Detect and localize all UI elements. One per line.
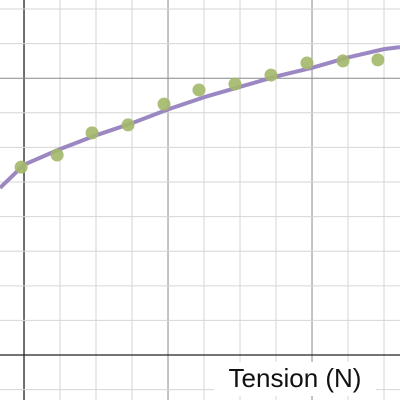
data-point (264, 68, 278, 82)
data-point (50, 148, 64, 162)
data-point (371, 53, 385, 67)
data-point (192, 83, 206, 97)
data-point (121, 118, 135, 132)
data-point (228, 77, 242, 91)
label-background (214, 362, 376, 396)
data-point (157, 97, 171, 111)
data-point (14, 160, 28, 174)
data-point (300, 56, 314, 70)
data-point (336, 54, 350, 68)
plot-area (0, 45, 400, 190)
data-point (85, 126, 99, 140)
x-axis-label: Tension (N) (229, 363, 362, 393)
